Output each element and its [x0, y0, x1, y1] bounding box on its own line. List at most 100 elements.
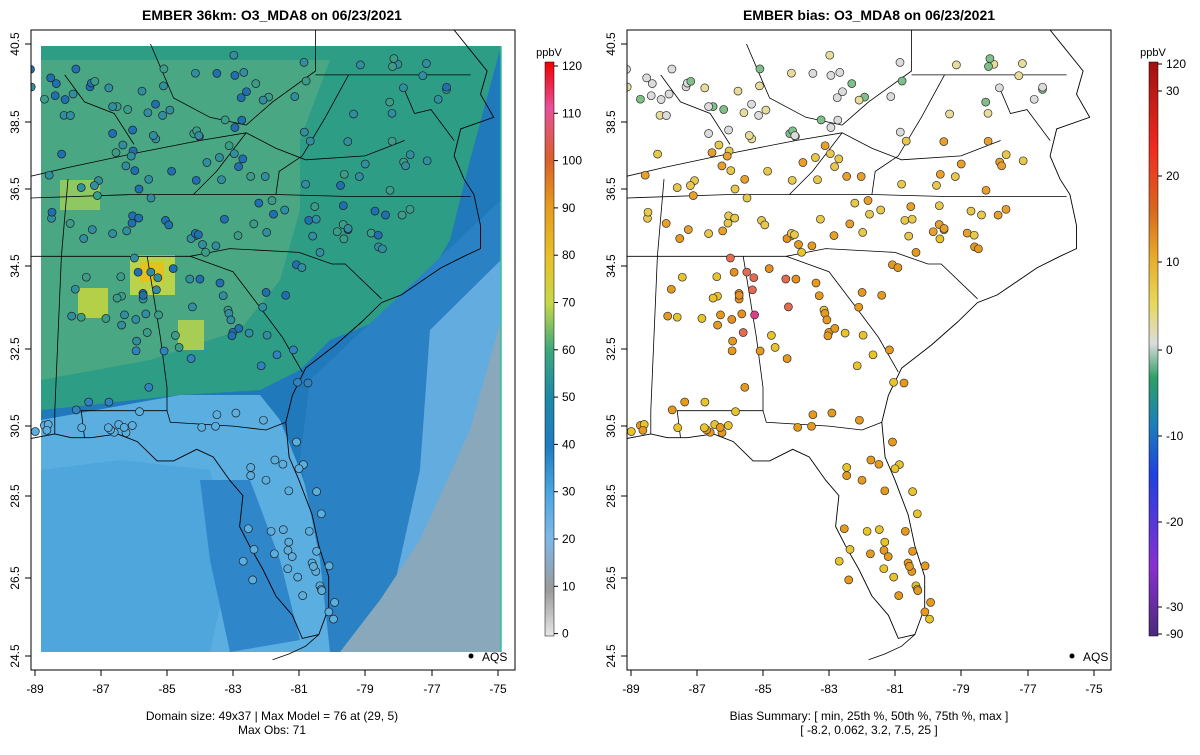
monitor-point	[220, 115, 230, 125]
monitor-point	[112, 293, 122, 303]
monitor-point	[418, 71, 428, 81]
bias-point	[984, 62, 993, 71]
right-colorbar-unit: ppbV	[1140, 47, 1166, 59]
monitor-point	[343, 224, 353, 233]
monitor-point	[284, 486, 294, 496]
monitor-point	[18, 83, 26, 91]
monitor-point	[433, 94, 443, 104]
far-offshore-ozone	[340, 320, 501, 652]
monitor-point	[174, 343, 184, 352]
bias-point	[638, 425, 648, 435]
bias-point	[935, 234, 945, 244]
left-footer-line2: Max Obs: 71	[238, 723, 306, 737]
colorbar-tick-label: -20	[1166, 515, 1184, 529]
monitor-point	[57, 149, 66, 159]
bias-point	[983, 136, 993, 146]
bias-point	[838, 87, 847, 97]
monitor-point	[317, 586, 327, 595]
bias-point	[627, 64, 631, 74]
monitor-point	[336, 181, 345, 190]
bias-point	[845, 545, 855, 554]
left-footer-line1: Domain size: 49x37 | Max Model = 76 at (…	[146, 709, 398, 723]
bias-point	[997, 161, 1006, 171]
monitor-point	[385, 185, 395, 195]
y-tick-label: 38.5	[604, 110, 618, 134]
bias-point	[726, 253, 735, 263]
bias-point	[834, 154, 844, 164]
state-border	[166, 410, 286, 431]
monitor-point	[401, 161, 410, 171]
bias-point	[920, 561, 930, 571]
bias-point	[863, 196, 873, 205]
monitor-point	[158, 111, 167, 120]
bias-point	[767, 331, 776, 340]
bias-point	[730, 184, 740, 194]
bias-point	[700, 397, 710, 407]
bias-point	[969, 230, 979, 240]
bias-point	[900, 526, 910, 536]
bias-point	[653, 149, 662, 159]
monitor-point	[226, 315, 236, 325]
monitor-point	[71, 64, 81, 74]
monitor-point	[148, 131, 158, 140]
monitor-point	[422, 156, 432, 166]
coastline	[31, 30, 495, 639]
monitor-point	[128, 125, 137, 135]
bias-point	[893, 263, 903, 272]
y-tick-label: 28.5	[8, 484, 22, 508]
bias-point	[868, 350, 878, 360]
monitor-point	[312, 487, 321, 496]
monitor-point	[130, 166, 140, 175]
bias-point	[854, 302, 864, 312]
bias-point	[890, 464, 900, 474]
monitor-point	[68, 89, 78, 99]
colorbar-tick-label: 100	[562, 154, 582, 168]
state-border	[660, 74, 731, 145]
bias-point	[889, 572, 899, 582]
colorbar-tick-label: 120	[562, 59, 582, 73]
monitor-point	[234, 324, 244, 333]
monitor-point	[246, 463, 256, 472]
colorbar-tick-label: 90	[562, 201, 576, 215]
right-map-panel: EMBER bias: O3_MDA8 on 06/23/2021 -89 -87…	[604, 7, 1186, 737]
bias-point	[667, 405, 677, 415]
x-tick-label: -77	[423, 682, 441, 696]
monitor-point	[191, 68, 200, 78]
bias-point	[770, 343, 780, 352]
bias-point	[761, 105, 771, 115]
monitor-point	[246, 172, 256, 181]
hotspot-birmingham	[78, 288, 108, 318]
bias-point	[834, 556, 844, 566]
monitor-points	[18, 50, 451, 624]
bias-point	[865, 209, 874, 219]
bias-point	[754, 111, 763, 120]
bias-point	[897, 179, 906, 189]
state-boundaries	[31, 30, 495, 661]
bias-point	[664, 89, 674, 99]
y-tick-label: 26.5	[8, 566, 22, 590]
monitor-point	[338, 201, 348, 211]
monitor-point	[310, 202, 320, 211]
x-tick-label: -83	[820, 682, 838, 696]
left-plot-frame	[30, 29, 516, 671]
bias-point	[850, 198, 860, 208]
monitor-point	[229, 50, 239, 60]
monitor-point	[76, 183, 86, 192]
bias-point	[715, 423, 725, 432]
colorbar-tick-label: 80	[562, 248, 576, 262]
monitor-point	[168, 264, 178, 273]
monitor-point	[127, 421, 137, 430]
bias-point	[747, 99, 756, 109]
monitor-point	[360, 159, 370, 169]
monitor-point	[256, 361, 266, 371]
monitor-point	[243, 524, 253, 534]
bias-point	[798, 158, 808, 167]
bias-point	[643, 207, 653, 217]
bias-point	[895, 127, 905, 137]
bias-point	[858, 228, 868, 237]
monitor-point	[188, 302, 197, 312]
bias-point	[666, 284, 676, 294]
monitor-point	[230, 123, 240, 132]
x-tick-label: -79	[356, 682, 374, 696]
